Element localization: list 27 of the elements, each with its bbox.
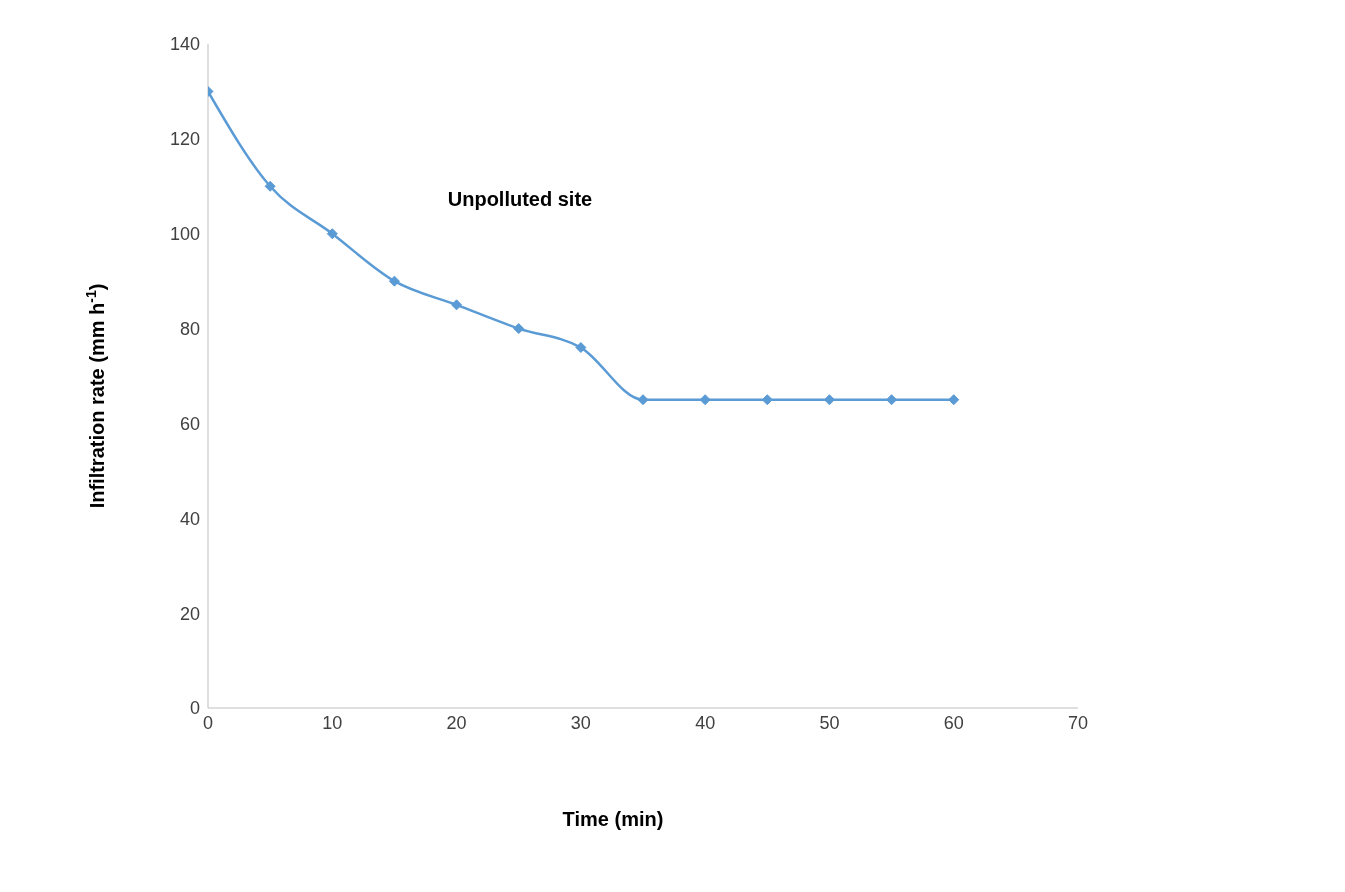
y-tick-label: 80 xyxy=(179,318,200,339)
point xyxy=(575,342,587,354)
x-axis-title: Time (min) xyxy=(562,808,664,830)
x-tick-label: 70 xyxy=(1067,712,1089,733)
point xyxy=(513,323,525,335)
point xyxy=(451,299,463,311)
x-tick-label: 30 xyxy=(570,712,591,733)
point xyxy=(388,275,400,287)
x-tick-label: 40 xyxy=(695,712,716,733)
y-tick-label: 60 xyxy=(179,413,200,434)
x-tick-label: 60 xyxy=(943,712,964,733)
x-tick-label: 20 xyxy=(446,712,467,733)
y-tick-label: 140 xyxy=(169,34,200,55)
annotation: Unpolluted site xyxy=(447,187,593,210)
y-tick-label: 20 xyxy=(179,603,200,624)
point xyxy=(948,394,960,406)
point xyxy=(699,394,711,406)
y-tick-label: 120 xyxy=(169,129,200,150)
point xyxy=(264,180,276,192)
x-tick-label: 0 xyxy=(202,712,214,733)
point xyxy=(637,394,649,406)
y-tick-label: 40 xyxy=(179,508,200,529)
x-tick-label: 50 xyxy=(819,712,840,733)
y-tick-label: 0 xyxy=(189,698,200,719)
point xyxy=(326,228,338,240)
x-tick-label: 10 xyxy=(322,712,343,733)
y-tick-label: 100 xyxy=(169,224,200,245)
